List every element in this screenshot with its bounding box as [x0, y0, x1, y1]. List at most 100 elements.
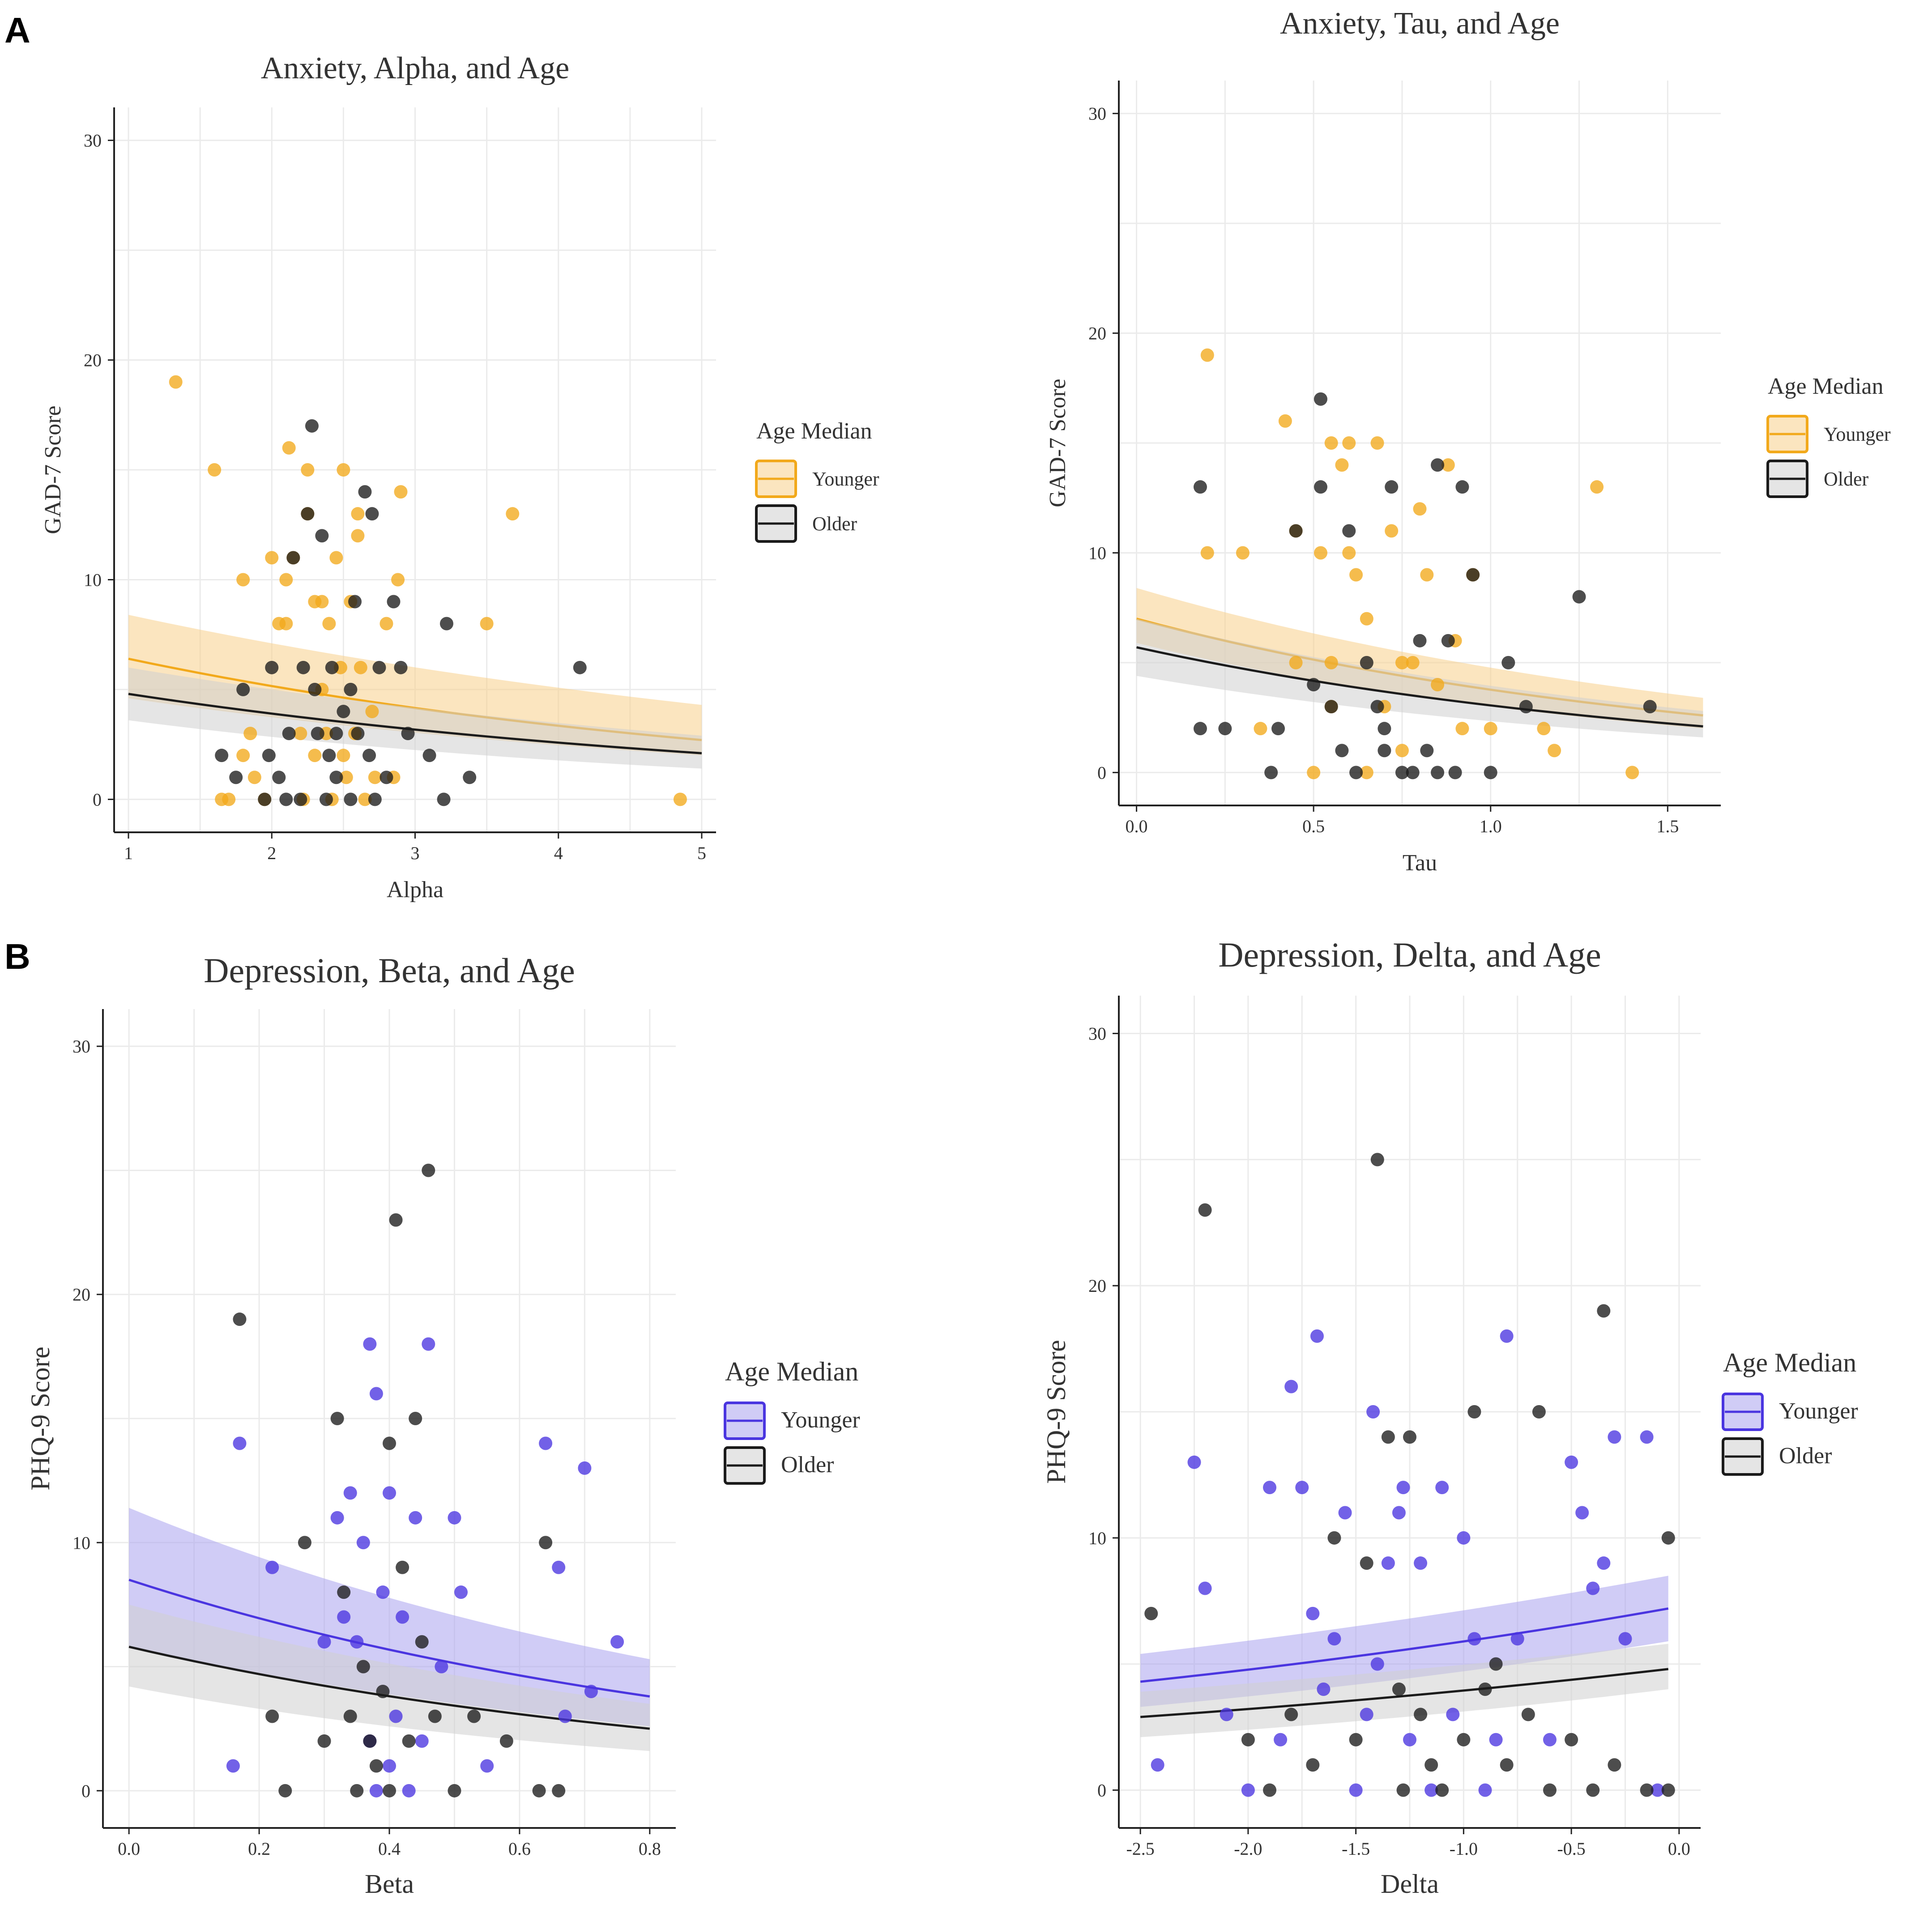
data-point: [1484, 766, 1497, 780]
data-point: [319, 792, 333, 806]
data-point: [380, 771, 393, 784]
y-axis-label: GAD-7 Score: [40, 405, 66, 534]
data-point: [1489, 1733, 1503, 1747]
series-younger: [1200, 348, 1639, 780]
data-point: [463, 771, 477, 784]
data-point: [363, 1734, 377, 1748]
data-point: [383, 1784, 396, 1798]
y-axis-label: GAD-7 Score: [1045, 379, 1070, 507]
data-point: [317, 1734, 331, 1748]
series-younger: [1151, 1329, 1664, 1797]
data-point: [236, 749, 250, 763]
data-point: [1366, 1405, 1380, 1419]
data-point: [1565, 1455, 1578, 1469]
data-point: [351, 529, 365, 543]
data-point: [365, 705, 379, 718]
data-point: [1608, 1430, 1621, 1444]
data-point: [1575, 1506, 1589, 1520]
data-point: [389, 1213, 403, 1227]
data-point: [169, 375, 183, 389]
data-point: [1360, 1708, 1373, 1721]
data-point: [1392, 1506, 1406, 1520]
data-point: [1284, 1380, 1298, 1393]
data-point: [573, 660, 587, 674]
data-point: [1317, 1683, 1331, 1696]
data-point: [1342, 546, 1356, 560]
data-point: [1289, 524, 1303, 538]
data-point: [1218, 722, 1232, 736]
data-point: [1360, 1556, 1373, 1570]
data-point: [1597, 1304, 1611, 1318]
y-tick-label: 20: [84, 350, 102, 371]
data-point: [376, 1585, 390, 1599]
data-point: [1381, 1430, 1395, 1444]
data-point: [578, 1461, 592, 1475]
data-point: [1455, 480, 1469, 494]
data-point: [1413, 634, 1427, 648]
legend-title: Age Median: [725, 1357, 858, 1386]
data-point: [1597, 1556, 1611, 1570]
data-point: [330, 1511, 344, 1525]
y-tick-label: 30: [1088, 104, 1106, 124]
data-point: [1306, 1606, 1320, 1620]
data-point: [372, 660, 386, 674]
legend: Age Median Younger Older: [1722, 1348, 1858, 1476]
data-point: [391, 573, 405, 587]
data-point: [282, 441, 296, 455]
data-point: [350, 1784, 364, 1798]
data-point: [1314, 480, 1327, 494]
data-point: [1640, 1430, 1654, 1444]
series-older: [1193, 392, 1657, 780]
data-point: [1396, 1783, 1410, 1797]
data-point: [294, 792, 307, 806]
data-point: [376, 1685, 390, 1698]
y-tick-label: 30: [73, 1036, 90, 1056]
data-point: [1414, 1708, 1428, 1721]
data-point: [1424, 1783, 1438, 1797]
data-point: [265, 1709, 279, 1723]
data-point: [1338, 1506, 1352, 1520]
y-tick-label: 30: [84, 131, 102, 151]
data-point: [1324, 700, 1338, 714]
data-point: [1295, 1481, 1309, 1495]
data-point: [226, 1759, 240, 1773]
chart-title: Depression, Delta, and Age: [1218, 935, 1601, 974]
data-point: [1392, 1683, 1406, 1696]
data-point: [337, 1610, 351, 1624]
data-point: [1521, 1708, 1535, 1721]
data-point: [1537, 722, 1551, 736]
legend: Age Median Younger Older: [755, 418, 879, 543]
data-point: [1532, 1405, 1546, 1419]
data-point: [1187, 1455, 1201, 1469]
legend-title: Age Median: [1768, 374, 1883, 399]
y-tick-label: 20: [73, 1285, 90, 1305]
data-point: [467, 1709, 481, 1723]
data-point: [506, 507, 520, 521]
x-axis-label: Tau: [1403, 850, 1437, 876]
data-point: [1586, 1581, 1600, 1595]
data-point: [409, 1511, 422, 1525]
chart-1: 1 2 3 4 5 0 10 20 30 Anxiety, Alpha, and Age Alpha…: [40, 51, 879, 903]
x-tick-label: 1.0: [1480, 816, 1502, 836]
legend-label-older: Older: [781, 1452, 834, 1478]
data-point: [1510, 1632, 1524, 1646]
data-point: [329, 727, 343, 741]
data-point: [363, 1337, 377, 1351]
data-point: [1435, 1783, 1449, 1797]
data-point: [1396, 1481, 1410, 1495]
ci-ribbon-older: [1136, 618, 1703, 737]
data-point: [1467, 1405, 1481, 1419]
data-point: [325, 660, 339, 674]
data-point: [1263, 1783, 1277, 1797]
data-point: [215, 749, 229, 763]
data-point: [552, 1784, 566, 1798]
chart-2: 0.0 0.5 1.0 1.5 0 10 20 30 Anxiety, Tau, and Age…: [1045, 6, 1891, 876]
panel-letter-b: B: [4, 937, 30, 976]
x-axis-label: Alpha: [387, 877, 444, 903]
data-point: [1274, 1733, 1288, 1747]
data-point: [1431, 766, 1445, 780]
data-point: [351, 727, 365, 741]
data-point: [1424, 1758, 1438, 1772]
data-point: [584, 1685, 598, 1698]
x-tick-label: 5: [697, 843, 706, 863]
